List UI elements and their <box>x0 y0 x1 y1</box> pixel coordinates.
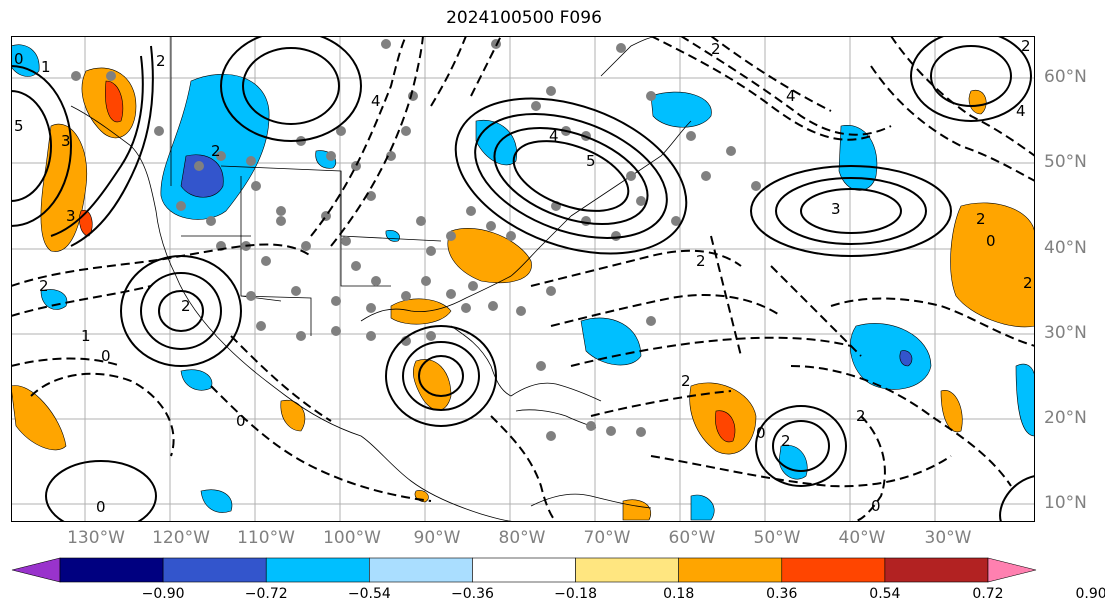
contour-label: 3 <box>61 132 71 150</box>
colorbar-tick-label: 0.90 <box>1075 586 1105 602</box>
colorbar-cell <box>59 557 164 583</box>
lon-label-60w: 60°W <box>668 528 716 548</box>
lat-label-20n: 20°N <box>1044 408 1087 428</box>
lon-label-130w: 130°W <box>67 528 125 548</box>
contour-label: 0 <box>236 412 246 430</box>
colorbar <box>11 557 1037 583</box>
colorbar-cell <box>369 557 473 583</box>
contour-label: 2 <box>711 40 721 58</box>
colorbar-tick-label: −0.36 <box>450 586 494 602</box>
colorbar-tick-label: 0.36 <box>766 586 798 602</box>
lat-label-40n: 40°N <box>1044 238 1087 258</box>
lat-label-60n: 60°N <box>1044 67 1087 87</box>
contour-label: 4 <box>549 127 559 145</box>
positive-contours <box>11 36 1035 522</box>
contour-labels: 0 1 2 4 3 5 2 5 2 4 2 3 0 2 3 2 0 1 0 2 … <box>14 37 1033 516</box>
contour-label: 5 <box>586 152 596 170</box>
contour-label: 0 <box>14 50 24 68</box>
contour-label: 4 <box>371 92 381 110</box>
map-panel: 0 1 2 4 3 5 2 5 2 4 2 3 0 2 3 2 0 1 0 2 … <box>11 36 1035 522</box>
contour-label: 2 <box>696 252 706 270</box>
lat-label-10n: 10°N <box>1044 493 1087 513</box>
contour-label: 3 <box>66 207 76 225</box>
colorbar-tick-label: −0.18 <box>554 586 597 602</box>
contour-label: 0 <box>101 347 111 365</box>
contour-label: 0 <box>986 232 996 250</box>
contour-label: 0 <box>756 424 766 442</box>
contour-label: 2 <box>681 372 691 390</box>
negative-contours <box>11 36 1035 522</box>
station-markers <box>71 39 761 441</box>
contour-label: 2 <box>781 432 791 450</box>
contour-label: 1 <box>81 327 91 345</box>
colorbar-tick-label: 0.54 <box>869 586 901 602</box>
colorbar-extend-high <box>987 557 1037 583</box>
contour-label: 5 <box>14 117 24 135</box>
map-title: 2024100500 F096 <box>446 8 602 28</box>
lat-label-30n: 30°N <box>1044 323 1087 343</box>
contour-label: 2 <box>156 52 166 70</box>
colorbar-tick-label: −0.54 <box>347 586 391 602</box>
lon-label-90w: 90°W <box>413 528 461 548</box>
lon-label-80w: 80°W <box>498 528 546 548</box>
colorbar-cell <box>781 557 886 583</box>
contour-label: 4 <box>1016 102 1026 120</box>
lat-label-50n: 50°N <box>1044 152 1087 172</box>
colorbar-extend-low <box>11 557 61 583</box>
colorbar-tick-label: 0.18 <box>663 586 695 602</box>
contour-label: 0 <box>96 498 106 516</box>
contour-label: 2 <box>1023 274 1033 292</box>
lon-label-100w: 100°W <box>323 528 381 548</box>
colorbar-cell <box>472 557 576 583</box>
colorbar-tick-label: −0.90 <box>141 586 185 602</box>
contour-label: 2 <box>39 277 49 295</box>
colorbar-cell <box>575 557 679 583</box>
colorbar-tick-label: −0.72 <box>244 586 288 602</box>
colorbar-cell <box>265 557 370 583</box>
contour-label: 3 <box>831 200 841 218</box>
contour-label: 2 <box>181 297 191 315</box>
colorbar-tick-label: 0.72 <box>972 586 1004 602</box>
contour-label: 2 <box>1021 37 1031 55</box>
lon-label-110w: 110°W <box>237 528 295 548</box>
lon-label-70w: 70°W <box>583 528 631 548</box>
lon-label-30w: 30°W <box>924 528 972 548</box>
colorbar-cell <box>884 557 989 583</box>
colorbar-cell <box>678 557 783 583</box>
lon-label-40w: 40°W <box>838 528 886 548</box>
contour-label: 4 <box>786 87 796 105</box>
contour-label: 2 <box>211 142 221 160</box>
contour-label: 1 <box>41 58 51 76</box>
lon-label-50w: 50°W <box>753 528 801 548</box>
lon-label-120w: 120°W <box>152 528 210 548</box>
colorbar-cell <box>162 557 267 583</box>
contour-label: 2 <box>976 210 986 228</box>
contour-label: 0 <box>871 497 881 515</box>
contour-label: 2 <box>856 407 866 425</box>
